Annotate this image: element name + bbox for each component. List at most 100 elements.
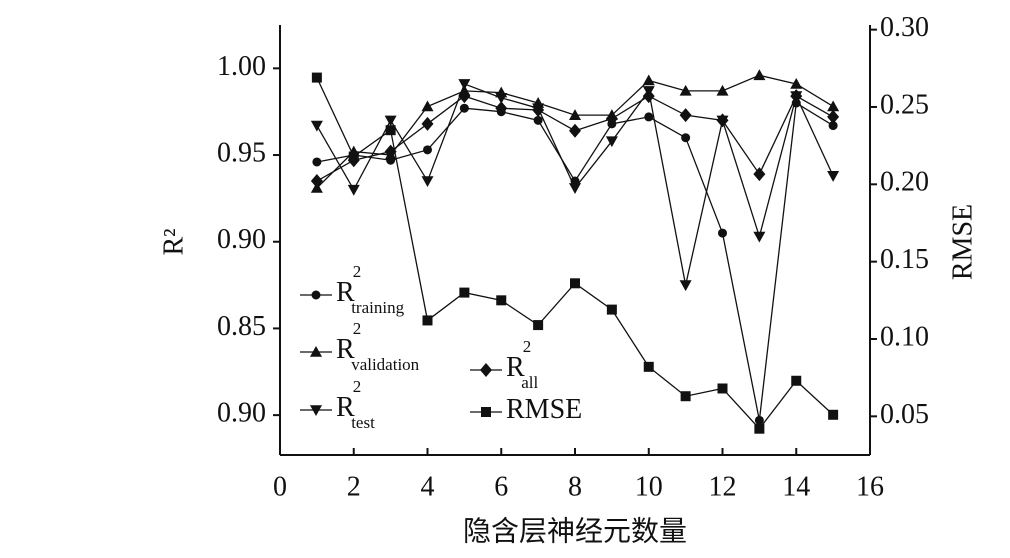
legend-marker xyxy=(311,290,321,300)
marker xyxy=(569,123,581,138)
marker xyxy=(348,151,359,162)
marker xyxy=(790,89,803,104)
legend-sub: training xyxy=(351,298,404,317)
marker xyxy=(642,89,655,104)
legend-name: R xyxy=(506,352,525,383)
marker xyxy=(791,375,802,386)
x-tick-label: 4 xyxy=(421,471,435,502)
x-tick-label: 10 xyxy=(635,471,663,502)
legend-marker xyxy=(480,363,492,377)
marker xyxy=(570,278,580,289)
marker xyxy=(679,280,692,292)
marker xyxy=(569,183,581,194)
marker xyxy=(642,74,655,86)
y-axis-label: R² xyxy=(158,228,189,255)
legend-sup: 2 xyxy=(353,319,362,338)
marker xyxy=(679,84,692,96)
legend-sup: 2 xyxy=(353,377,362,396)
legend-name: R xyxy=(336,334,355,365)
legend-sup: 2 xyxy=(353,262,362,281)
marker xyxy=(310,120,323,132)
marker xyxy=(827,171,840,182)
legend-label: R2 test xyxy=(336,377,375,432)
marker xyxy=(754,423,765,434)
y-tick-label: 0.90 xyxy=(217,224,266,255)
marker xyxy=(312,157,322,167)
marker xyxy=(495,101,508,116)
marker xyxy=(605,111,618,126)
marker xyxy=(827,109,840,124)
legend-marker xyxy=(310,346,322,357)
legend-name: R xyxy=(336,392,355,423)
y-tick-label: 0.85 xyxy=(217,311,266,342)
marker xyxy=(458,89,471,104)
y2-tick-label: 0.20 xyxy=(880,167,929,198)
marker xyxy=(459,103,469,113)
marker xyxy=(828,121,838,131)
legend-marker xyxy=(481,407,491,417)
marker xyxy=(311,72,322,83)
y2-tick-label: 0.15 xyxy=(880,244,929,275)
marker xyxy=(532,102,545,117)
marker xyxy=(495,93,508,104)
marker xyxy=(606,304,617,315)
marker xyxy=(644,112,654,122)
marker xyxy=(569,109,581,120)
legend-label: RMSE xyxy=(506,394,582,425)
marker xyxy=(754,415,764,425)
legend-label: R2 validation xyxy=(336,319,420,374)
y-tick-label: 0.95 xyxy=(217,137,266,168)
legend-sub: validation xyxy=(351,355,419,374)
marker xyxy=(717,383,728,394)
marker xyxy=(753,231,766,243)
marker xyxy=(643,361,654,372)
legend-sub: all xyxy=(521,373,538,392)
x-tick-label: 2 xyxy=(347,471,361,502)
y-tick-label: 0.90 xyxy=(217,398,266,429)
x-axis-label: 隐含层神经元数量 xyxy=(463,515,687,547)
marker xyxy=(681,133,691,143)
y2-tick-label: 0.30 xyxy=(880,12,929,43)
legend-marker xyxy=(310,405,322,416)
legend-label: R2 training xyxy=(336,262,405,317)
marker xyxy=(496,295,507,306)
y2-tick-label: 0.25 xyxy=(880,89,929,120)
legend-sup: 2 xyxy=(523,337,532,356)
marker xyxy=(753,167,766,182)
y-tick-label: 1.00 xyxy=(217,51,266,82)
marker xyxy=(790,77,803,89)
marker xyxy=(421,176,434,188)
x-tick-label: 14 xyxy=(782,471,810,502)
marker xyxy=(385,125,396,136)
marker xyxy=(384,115,397,127)
legend-label: R2 all xyxy=(506,337,538,392)
marker xyxy=(422,315,433,326)
marker xyxy=(533,115,543,125)
marker xyxy=(605,136,618,148)
marker xyxy=(828,409,839,420)
marker xyxy=(716,84,729,96)
marker xyxy=(310,174,323,189)
x-tick-label: 8 xyxy=(568,471,582,502)
marker xyxy=(680,391,691,402)
marker xyxy=(716,113,729,128)
marker xyxy=(421,100,434,112)
series-line xyxy=(316,95,834,182)
marker xyxy=(423,145,432,155)
marker xyxy=(533,320,544,331)
marker xyxy=(753,69,766,81)
marker xyxy=(421,116,434,131)
x-tick-label: 0 xyxy=(273,471,287,502)
marker xyxy=(679,108,692,123)
marker xyxy=(458,79,471,90)
x-tick-label: 6 xyxy=(494,471,508,502)
legend-name: RMSE xyxy=(506,394,582,425)
marker xyxy=(347,184,360,196)
legend-sub: test xyxy=(351,413,375,432)
y2-tick-label: 0.10 xyxy=(880,321,929,352)
marker xyxy=(718,228,727,238)
y2-tick-label: 0.05 xyxy=(880,399,929,430)
legend-name: R xyxy=(336,277,355,308)
x-tick-label: 16 xyxy=(856,471,884,502)
